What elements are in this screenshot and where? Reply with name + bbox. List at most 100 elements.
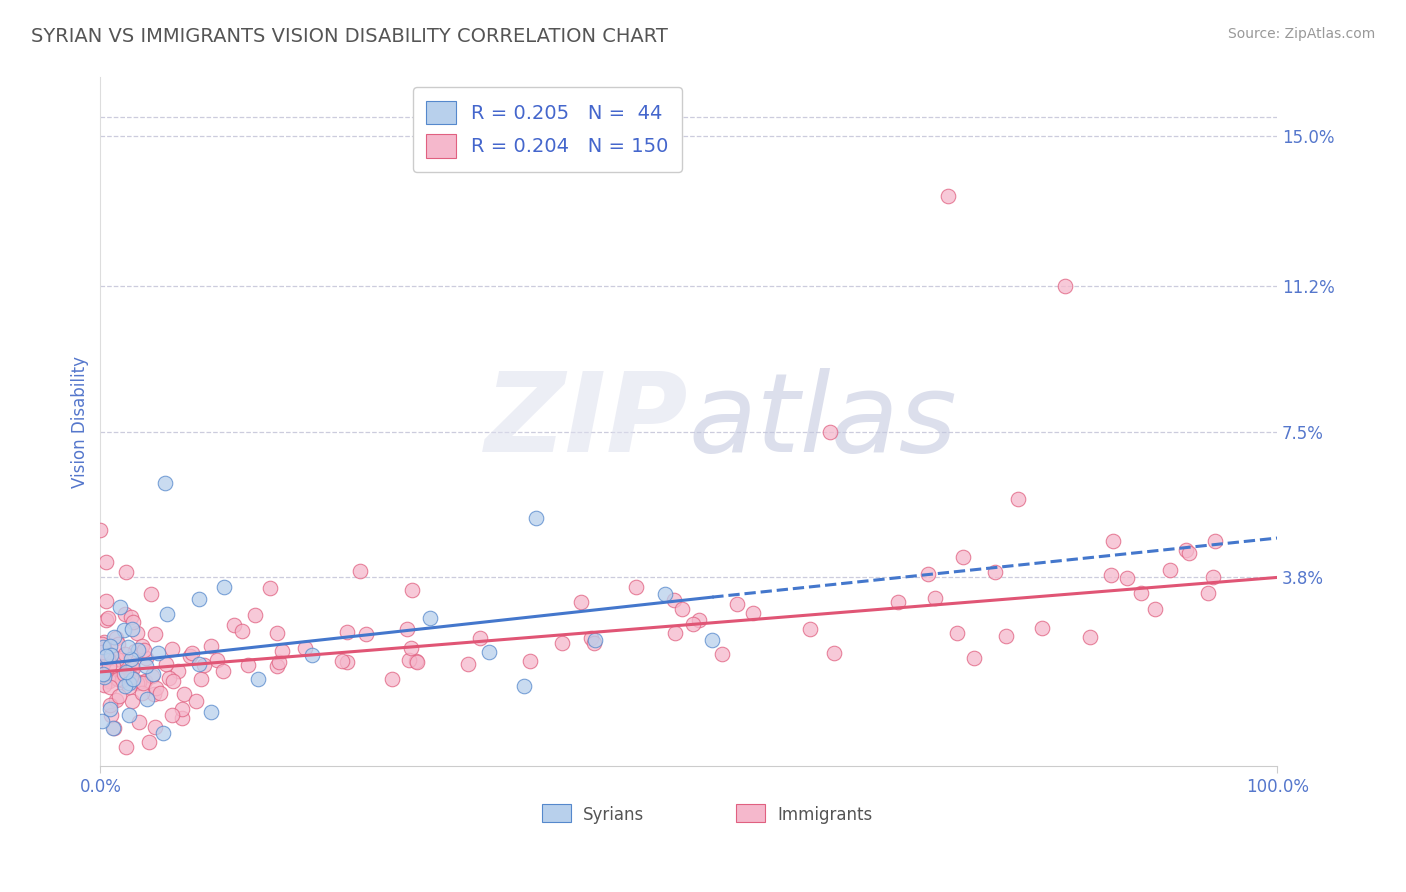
Point — [141, 669, 163, 683]
Point — [114, 647, 136, 661]
Point — [146, 646, 169, 660]
Point — [111, 667, 134, 681]
Text: SYRIAN VS IMMIGRANTS VISION DISABILITY CORRELATION CHART: SYRIAN VS IMMIGRANTS VISION DISABILITY C… — [31, 27, 668, 45]
Point — [583, 636, 606, 650]
Point — [112, 623, 135, 637]
Point — [100, 707, 122, 722]
Point — [118, 676, 141, 690]
Point — [212, 665, 235, 679]
Point — [134, 674, 156, 689]
Point — [153, 475, 176, 490]
Point — [127, 643, 149, 657]
Point — [468, 632, 491, 646]
Point — [117, 680, 139, 694]
Point — [121, 661, 143, 675]
Point — [246, 672, 269, 686]
Point — [135, 658, 157, 673]
Point — [98, 702, 121, 716]
Text: Source: ZipAtlas.com: Source: ZipAtlas.com — [1227, 27, 1375, 41]
Point — [330, 654, 353, 668]
Point — [354, 626, 377, 640]
Point — [108, 689, 131, 703]
Point — [117, 640, 139, 654]
Point — [259, 581, 281, 595]
Point — [799, 622, 821, 636]
Point — [917, 567, 939, 582]
Point — [381, 672, 404, 686]
Point — [91, 657, 114, 672]
Point — [97, 674, 120, 689]
Point — [1202, 570, 1225, 584]
Point — [143, 720, 166, 734]
Point — [1080, 630, 1102, 644]
Point — [179, 649, 201, 664]
Y-axis label: Vision Disability: Vision Disability — [72, 356, 89, 488]
Point — [91, 668, 114, 682]
Point — [994, 629, 1017, 643]
Point — [188, 591, 211, 606]
Point — [114, 607, 136, 622]
Point — [405, 655, 427, 669]
Point — [138, 735, 160, 749]
Point — [336, 625, 359, 640]
Point — [91, 637, 114, 651]
Point — [406, 655, 429, 669]
Point — [115, 665, 138, 680]
Point — [122, 615, 145, 630]
Point — [170, 711, 193, 725]
Point — [269, 656, 291, 670]
Point — [682, 617, 704, 632]
Point — [124, 644, 146, 658]
Point — [93, 640, 115, 654]
Point — [121, 693, 143, 707]
Point — [120, 652, 142, 666]
Text: Syrians: Syrians — [583, 805, 644, 823]
Point — [160, 708, 183, 723]
Point — [887, 594, 910, 608]
Point — [114, 680, 136, 694]
Point — [90, 714, 112, 728]
Point — [162, 641, 184, 656]
Point — [946, 626, 969, 640]
Point — [1007, 491, 1029, 506]
Point — [98, 680, 121, 694]
Point — [924, 591, 946, 606]
Point — [524, 511, 547, 525]
Point — [132, 643, 155, 657]
Point — [702, 633, 724, 648]
Point — [166, 664, 188, 678]
Point — [97, 611, 120, 625]
Point — [107, 637, 129, 651]
Point — [93, 678, 115, 692]
Point — [1197, 585, 1219, 599]
Point — [125, 626, 148, 640]
Point — [170, 702, 193, 716]
Point — [112, 668, 135, 682]
Point — [266, 658, 288, 673]
Point — [579, 632, 602, 646]
Point — [401, 583, 423, 598]
Point — [97, 650, 120, 665]
Point — [1143, 602, 1166, 616]
Point — [111, 673, 134, 687]
Point — [142, 667, 165, 681]
Text: Immigrants: Immigrants — [778, 805, 872, 823]
Point — [1178, 546, 1201, 560]
Point — [818, 425, 841, 439]
Point — [190, 672, 212, 686]
Point — [152, 725, 174, 739]
Point — [93, 641, 115, 656]
Point — [569, 595, 592, 609]
Point — [120, 670, 142, 684]
Point — [149, 686, 172, 700]
Point — [104, 632, 127, 646]
Point — [115, 739, 138, 754]
Point — [395, 622, 418, 636]
Point — [1116, 571, 1139, 585]
Point — [103, 722, 125, 736]
Point — [89, 523, 111, 537]
Point — [118, 707, 141, 722]
Point — [91, 667, 114, 681]
Point — [105, 693, 128, 707]
Point — [457, 657, 479, 671]
